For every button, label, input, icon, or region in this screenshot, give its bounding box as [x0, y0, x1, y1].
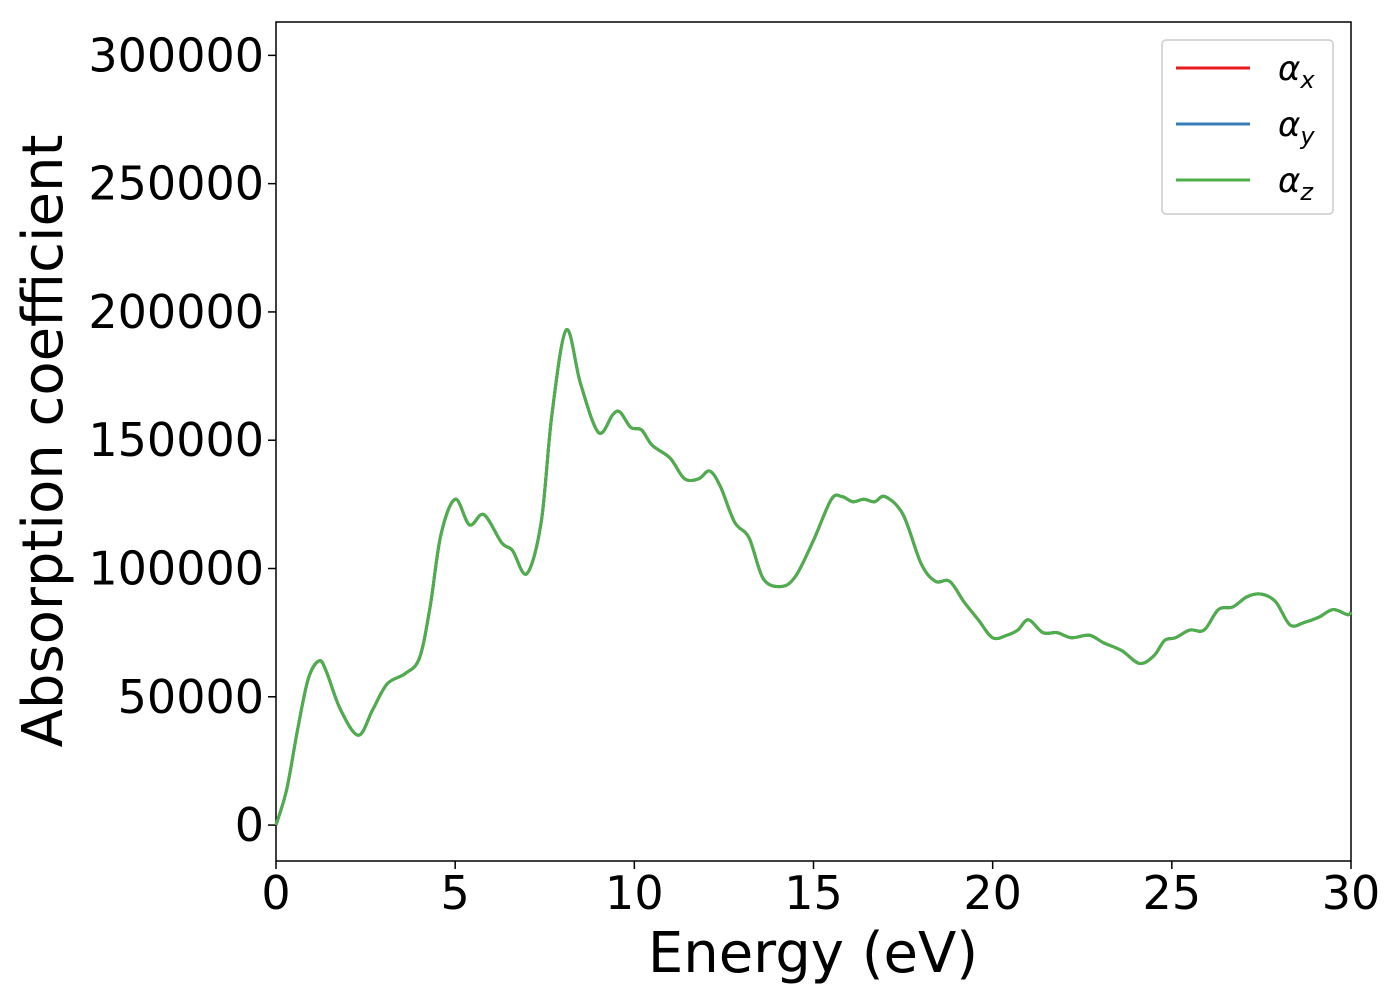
x-tick-label: 25: [1143, 866, 1202, 920]
x-tick-label: 0: [261, 866, 290, 920]
y-tick-label: 300000: [88, 28, 264, 82]
x-tick-label: 5: [441, 866, 470, 920]
x-tick-label: 20: [963, 866, 1022, 920]
x-tick-label: 15: [784, 866, 843, 920]
y-tick-label: 200000: [88, 285, 264, 339]
y-axis-ticks: 0 50000 100000 150000 200000 250000 300000: [88, 28, 276, 852]
legend: αx αy αz: [1161, 39, 1334, 215]
legend-label: αz: [1278, 161, 1314, 206]
x-tick-label: 30: [1322, 866, 1381, 920]
legend-box: [1161, 39, 1334, 215]
y-axis-title: Absorption coefficient: [11, 135, 76, 748]
legend-label: αy: [1278, 105, 1315, 150]
series-line-alpha-y: [274, 328, 1353, 826]
y-tick-label: 100000: [88, 542, 264, 596]
y-tick-label: 50000: [118, 670, 264, 724]
series-line-alpha-x: [274, 328, 1353, 826]
y-tick-label: 250000: [88, 157, 264, 211]
series-lines: [274, 328, 1353, 826]
x-tick-label: 10: [605, 866, 664, 920]
y-tick-label: 0: [235, 798, 264, 852]
y-tick-label: 150000: [88, 413, 264, 467]
x-axis-ticks: 0 5 10 15 20 25 30: [261, 861, 1380, 920]
series-line-alpha-z: [274, 328, 1353, 826]
x-axis-title: Energy (eV): [648, 921, 978, 986]
legend-label: αx: [1278, 49, 1315, 94]
